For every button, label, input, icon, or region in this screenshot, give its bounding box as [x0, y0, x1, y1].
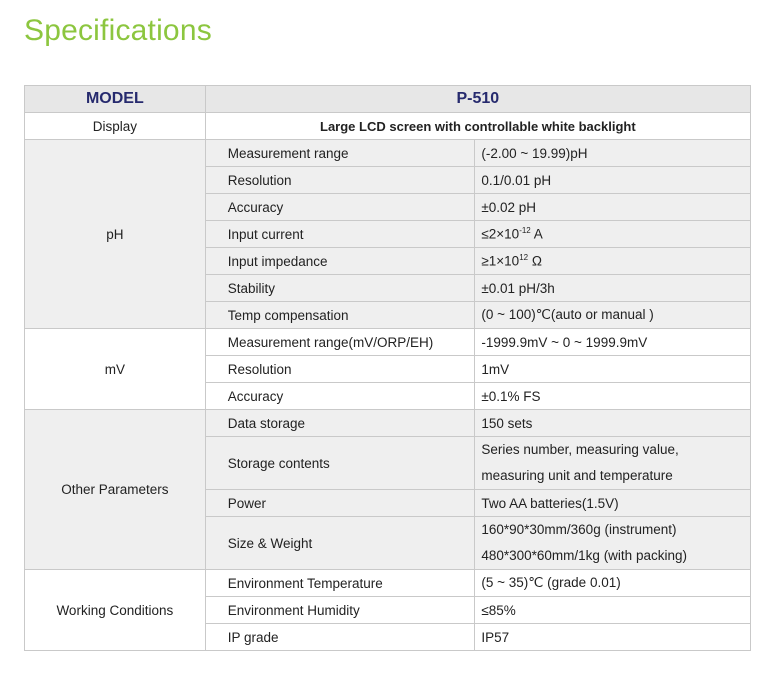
spec-value-text: Series number, measuring value, [481, 442, 679, 457]
spec-label: Resolution [204, 355, 476, 383]
spec-value-text: measuring unit and temperature [481, 468, 673, 483]
spec-label: Temp compensation [204, 301, 476, 329]
spec-row: IP grade IP57 [25, 623, 751, 651]
spec-row: Stability ±0.01 pH/3h [25, 274, 751, 302]
spec-value: 0.1/0.01 pH [474, 166, 751, 194]
spec-value: Two AA batteries(1.5V) [474, 489, 751, 517]
spec-value-text: 160*90*30mm/360g (instrument) [481, 522, 677, 537]
spec-label: Environment Humidity [204, 596, 476, 624]
spec-table: MODEL P-510 Display Large LCD screen wit… [24, 85, 752, 651]
spec-value: 160*90*30mm/360g (instrument) 480*300*60m… [474, 516, 751, 570]
spec-value: 150 sets [474, 409, 751, 437]
spec-value: -1999.9mV ~ 0 ~ 1999.9mV [474, 328, 751, 356]
display-value: Large LCD screen with controllable white… [204, 112, 752, 140]
spec-value-text: 150 sets [481, 415, 533, 431]
spec-row: Input current ≤2×10-12 A [25, 220, 751, 248]
spec-label: Power [204, 489, 476, 517]
spec-value-text: -1999.9mV ~ 0 ~ 1999.9mV [481, 334, 648, 350]
spec-row: Storage contents Series number, measuring… [25, 436, 751, 490]
display-label: Display [24, 112, 206, 140]
category-cell: pH [24, 139, 206, 329]
spec-row: Resolution 1mV [25, 355, 751, 383]
spec-row: Size & Weight 160*90*30mm/360g (instrumen… [25, 516, 751, 570]
spec-value: ±0.02 pH [474, 193, 751, 221]
spec-label: Measurement range(mV/ORP/EH) [204, 328, 476, 356]
spec-value-text: 12 [519, 253, 529, 263]
spec-value-text: (-2.00 ~ 19.99)pH [481, 145, 588, 161]
spec-value-text: ±0.01 pH/3h [481, 280, 555, 296]
spec-value-text: Two AA batteries(1.5V) [481, 495, 619, 511]
spec-value-text: A [530, 226, 543, 242]
spec-value-text: (5 ~ 35)℃ (grade 0.01) [481, 575, 621, 590]
spec-value: ±0.01 pH/3h [474, 274, 751, 302]
spec-row: Environment Humidity ≤85% [25, 596, 751, 624]
model-value: P-510 [204, 85, 752, 113]
spec-row: Other Parameters Data storage 150 sets [24, 409, 751, 570]
spec-row: Resolution 0.1/0.01 pH [25, 166, 751, 194]
category-cell: Other Parameters [24, 409, 206, 570]
category-cell: mV [24, 328, 206, 410]
spec-label: Accuracy [204, 382, 476, 410]
spec-value-text: ≤85% [481, 602, 516, 618]
spec-value-text: 480*300*60mm/1kg (with packing) [481, 548, 687, 563]
spec-value: ±0.1% FS [474, 382, 751, 410]
spec-value: (0 ~ 100)℃(auto or manual ) [474, 301, 751, 329]
spec-value: ≤85% [474, 596, 751, 624]
header-row: MODEL P-510 [24, 85, 752, 113]
spec-row: Accuracy ±0.1% FS [25, 382, 751, 410]
model-label: MODEL [24, 85, 206, 113]
spec-label: Measurement range [204, 139, 476, 167]
spec-value: Series number, measuring value, measuring… [474, 436, 751, 490]
spec-value-text: Ω [528, 253, 542, 269]
category-cell: Working Conditions [24, 569, 206, 651]
spec-value-text: ≥1×10 [481, 253, 520, 269]
spec-value-text: (0 ~ 100)℃(auto or manual ) [481, 307, 654, 322]
spec-value: 1mV [474, 355, 751, 383]
spec-label: Stability [204, 274, 476, 302]
spec-label: IP grade [204, 623, 476, 651]
spec-value-text: ≤2×10 [481, 226, 520, 242]
spec-value: IP57 [474, 623, 751, 651]
spec-row: Input impedance ≥1×1012 Ω [25, 247, 751, 275]
spec-row: pH Measurement range (-2.00 ~ 19.99)pH [24, 139, 751, 329]
spec-label: Resolution [204, 166, 476, 194]
spec-label: Input current [204, 220, 476, 248]
spec-row: Temp compensation (0 ~ 100)℃(auto or manu… [25, 301, 751, 329]
spec-value: ≤2×10-12 A [474, 220, 751, 248]
spec-value-text: ±0.1% FS [481, 388, 541, 404]
spec-label: Input impedance [204, 247, 476, 275]
spec-row: Working Conditions Environment Temperatur… [24, 569, 751, 651]
spec-label: Environment Temperature [204, 569, 476, 597]
spec-value: (-2.00 ~ 19.99)pH [474, 139, 751, 167]
spec-value: (5 ~ 35)℃ (grade 0.01) [474, 569, 751, 597]
display-row: Display Large LCD screen with controllab… [24, 112, 752, 140]
spec-value-text: 0.1/0.01 pH [481, 172, 552, 188]
spec-label: Storage contents [204, 436, 476, 490]
spec-value-text: IP57 [481, 629, 510, 645]
spec-label: Data storage [204, 409, 476, 437]
spec-value-text: -12 [519, 226, 531, 236]
spec-label: Accuracy [204, 193, 476, 221]
page-title: Specifications [24, 14, 212, 47]
spec-label: Size & Weight [204, 516, 476, 570]
spec-value-text: 1mV [481, 361, 510, 377]
spec-row: mV Measurement range(mV/ORP/EH) -1999.9mV … [24, 328, 751, 410]
spec-value: ≥1×1012 Ω [474, 247, 751, 275]
spec-value-text: ±0.02 pH [481, 199, 537, 215]
